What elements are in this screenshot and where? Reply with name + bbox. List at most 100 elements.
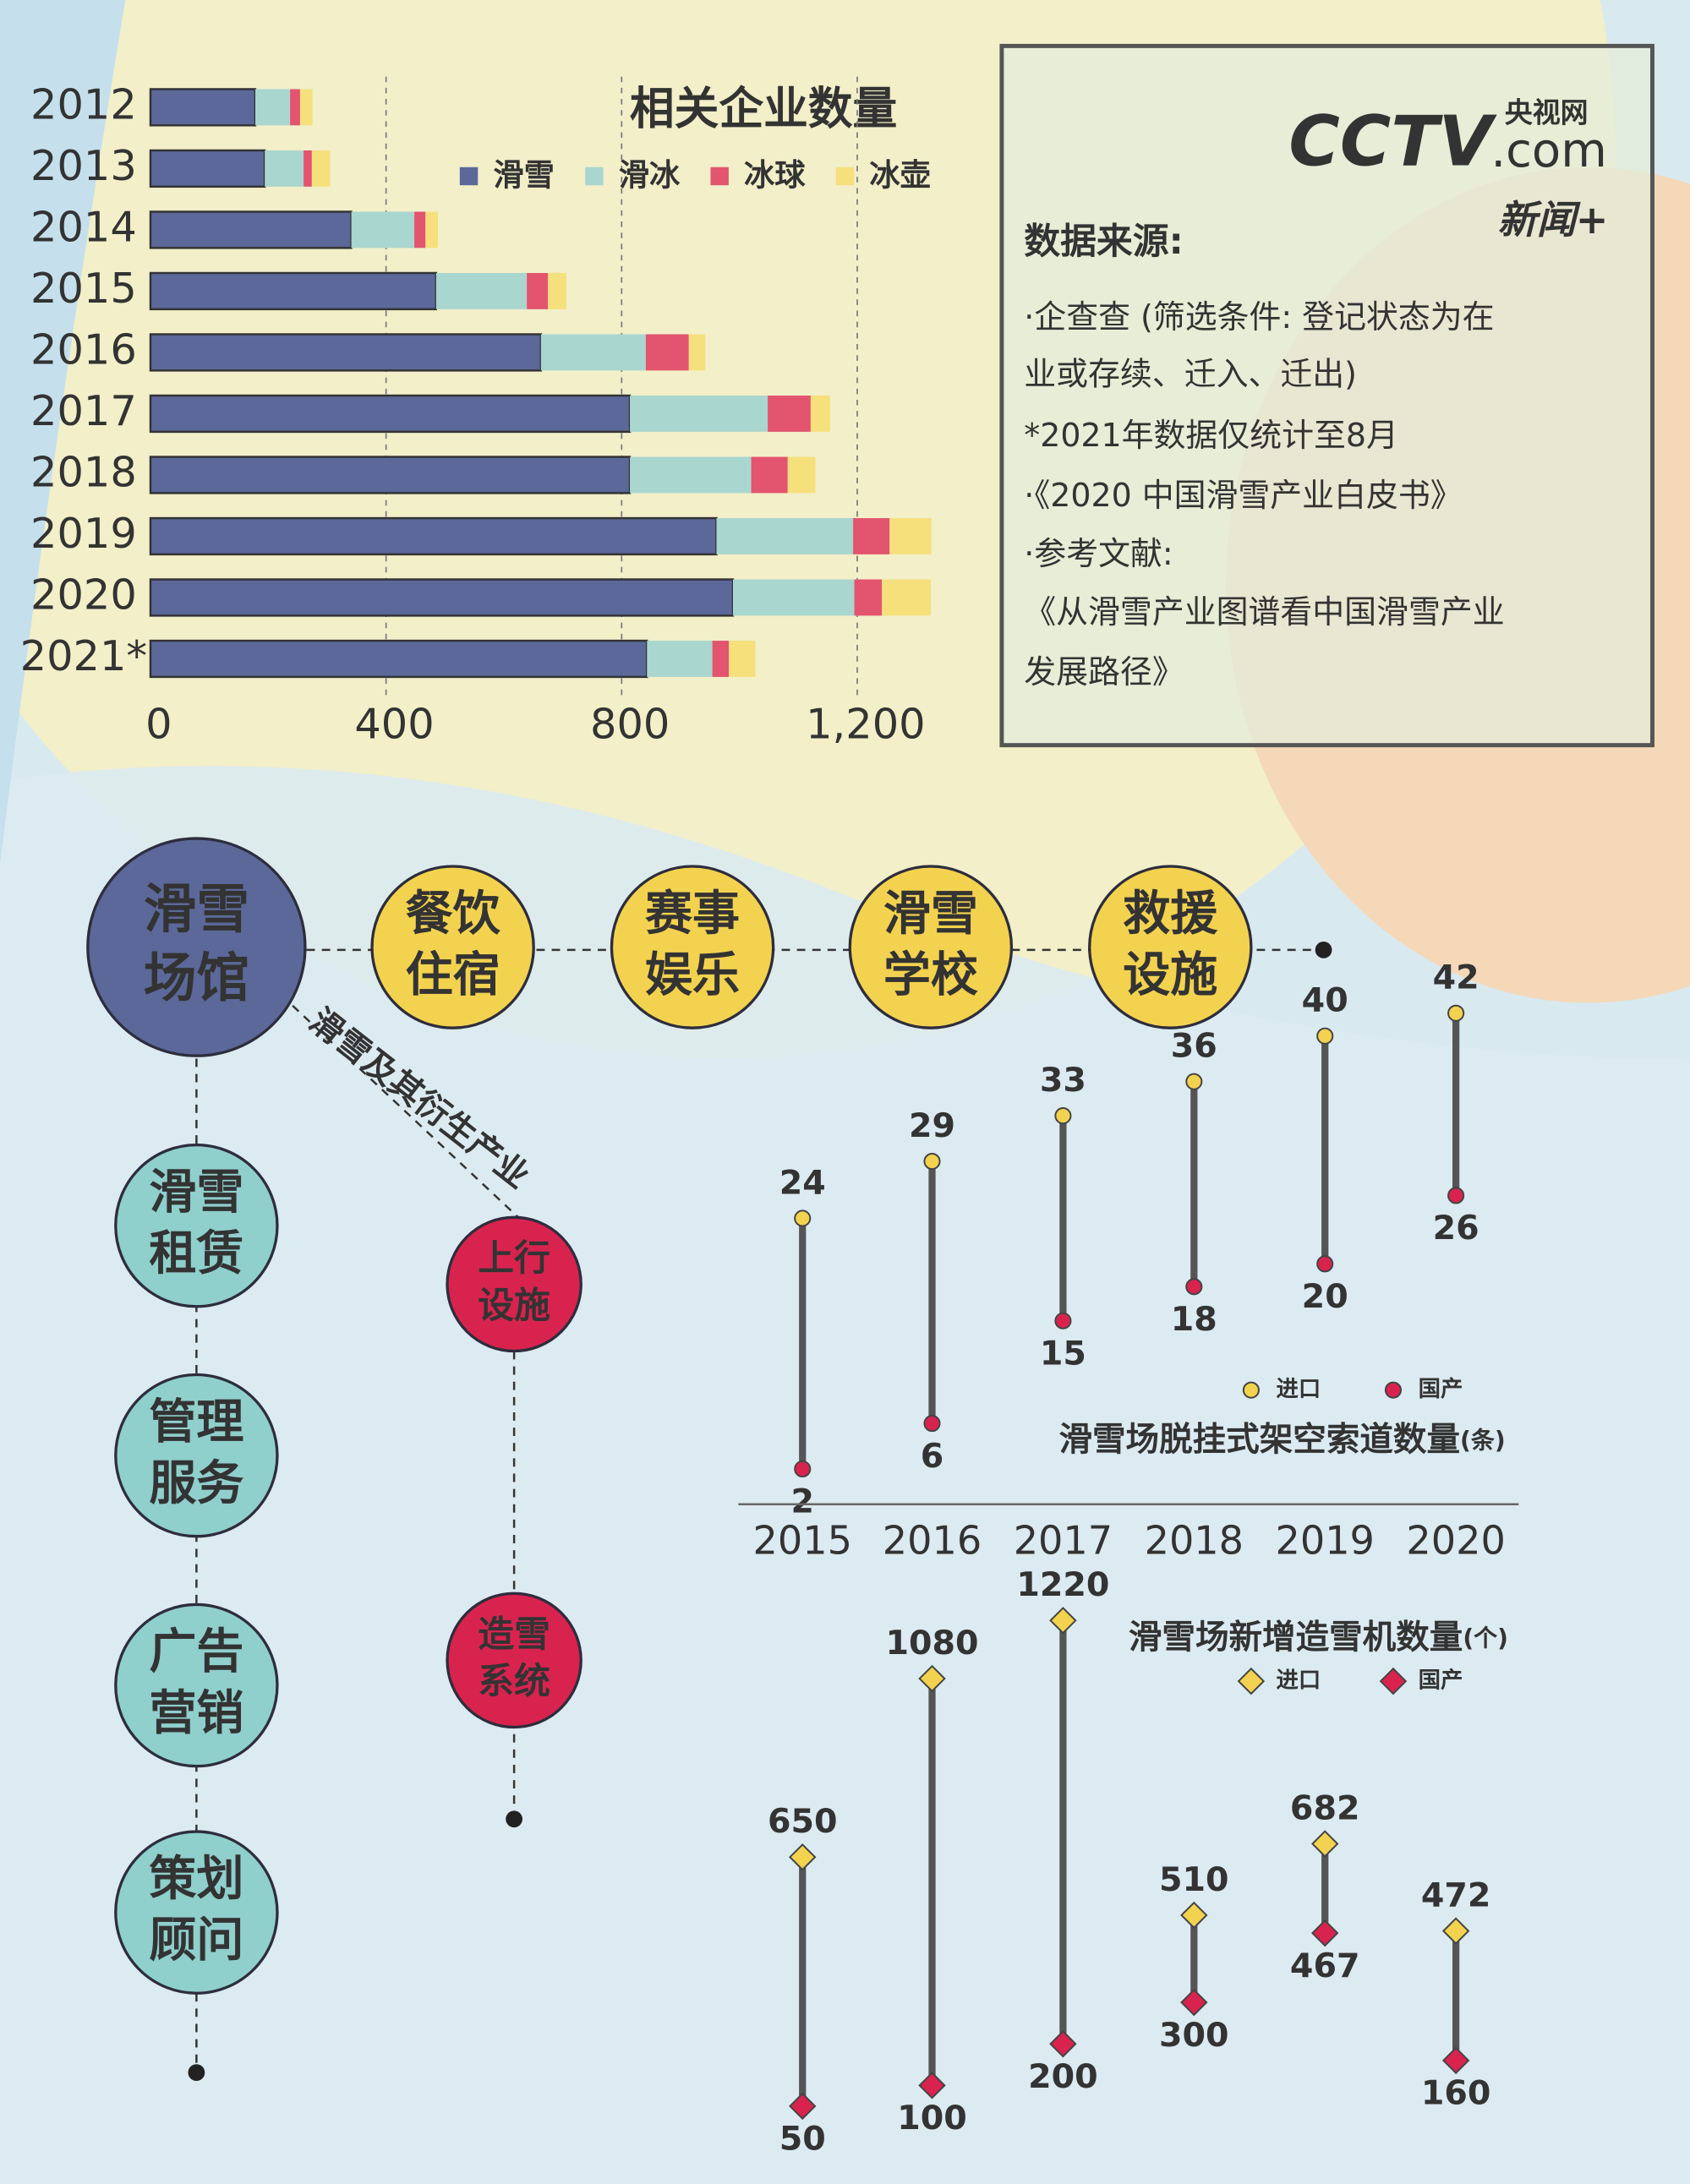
import-point [918,1664,946,1693]
node-label: 服务 [149,1456,243,1511]
value-label: 42 [1433,958,1479,997]
bar-segment [149,394,632,434]
bar-segment [435,273,528,309]
node-label: 娱乐 [645,948,740,1003]
source-box [999,43,1654,748]
node-label: 学校 [883,948,978,1003]
import-point [794,1209,812,1227]
connector-end [506,1810,522,1828]
connector-end [1315,942,1332,958]
import-point [1185,1073,1203,1090]
value-label: 18 [1171,1300,1217,1339]
source-line: ·企查查 (筛选条件: 登记状态为在 [1024,298,1494,336]
node-label: 造雪 [478,1613,550,1656]
node-label: 管理 [149,1395,243,1450]
legend-swatch [835,167,855,186]
bar-segment [149,149,266,188]
value-label: 472 [1421,1876,1491,1915]
title-unit: (个) [1463,1624,1508,1652]
node-label: 场馆 [144,947,249,1008]
value-label: 15 [1040,1334,1086,1373]
bar-segment [149,456,632,494]
chart-title: 相关企业数量 [630,83,897,134]
bar-segment [149,333,543,372]
bar-segment [853,518,890,554]
x-tick-label: 1,200 [806,700,926,749]
legend-marker [1384,1381,1403,1399]
node [848,865,1014,1029]
logo-news: 新闻+ [1498,197,1609,243]
background-shape [0,0,126,864]
value-label: 6 [921,1437,944,1476]
node-label: 租赁 [149,1226,243,1281]
domestic-point [1185,1278,1203,1296]
bar-segment [149,271,438,311]
source-line: 发展路径》 [1024,653,1184,691]
bar-segment [729,641,756,677]
node-label: 赛事 [645,887,740,942]
x-tick-label: 2019 [1276,1517,1375,1563]
source-line: ·参考文献: [1024,535,1173,572]
import-point [1441,1917,1470,1945]
source-line: *2021年数据仅统计至8月 [1024,417,1398,454]
x-tick-label: 2020 [1406,1517,1505,1563]
domestic-point [918,2072,946,2099]
source-line: 《从滑雪产业图谱看中国滑雪产业 [1024,593,1504,631]
bar-segment [351,211,415,248]
bar-segment [425,211,438,248]
import-point [1180,1901,1208,1930]
chart-title: 滑雪场脱挂式架空索道数量(条) [1058,1420,1505,1459]
value-label: 510 [1159,1860,1229,1899]
value-label: 20 [1302,1277,1348,1316]
bar-segment [304,150,312,187]
legend-label: 进口 [1277,1668,1321,1694]
bar-segment [527,273,549,309]
bar-segment [716,518,854,554]
import-point [789,1843,817,1871]
import-point [1447,1004,1465,1022]
bar-segment [548,273,566,309]
node-label: 顾问 [149,1914,243,1968]
legend-label: 滑冰 [619,156,681,193]
node [446,1215,582,1353]
legend-marker [1242,1381,1260,1399]
value-label: 29 [909,1106,955,1145]
value-label: 50 [779,2120,826,2159]
bar-segment [540,334,646,371]
x-tick-label: 800 [590,700,670,749]
node-label: 救援 [1123,887,1218,942]
value-label: 40 [1302,981,1348,1020]
legend-label: 冰壶 [869,156,931,193]
legend-swatch [710,167,729,186]
node [114,1143,279,1308]
chart-title: 滑雪场新增造雪机数量(个) [1129,1618,1508,1657]
bar-segment [290,89,300,126]
bar-segment [265,150,304,187]
domestic-point [1049,2029,1077,2058]
node [114,1603,279,1768]
background-shape [0,766,1690,2184]
bar-segment [254,89,291,126]
bar-segment [299,89,313,126]
logo-brand: CCTV [1288,101,1497,182]
import-point [1316,1027,1334,1045]
node [370,865,535,1029]
domestic-point [794,1460,812,1478]
domestic-point [1310,1919,1339,1947]
legend-label: 国产 [1419,1377,1463,1402]
y-tick-label: 2018 [30,447,137,496]
legend-marker [1237,1667,1266,1695]
value-label: 26 [1433,1209,1479,1248]
legend-label: 滑雪 [493,156,555,193]
title-text: 滑雪场脱挂式架空索道数量 [1058,1420,1460,1459]
node-label: 餐饮 [406,887,501,942]
value-label: 36 [1171,1027,1217,1066]
node-label: 营销 [149,1686,243,1741]
logo-site: 央视网 [1505,96,1589,129]
y-tick-label: 2015 [30,264,137,313]
value-label: 100 [897,2099,967,2138]
y-tick-label: 2017 [30,386,137,435]
legend-marker [1379,1667,1408,1695]
legend-label: 进口 [1277,1377,1321,1402]
